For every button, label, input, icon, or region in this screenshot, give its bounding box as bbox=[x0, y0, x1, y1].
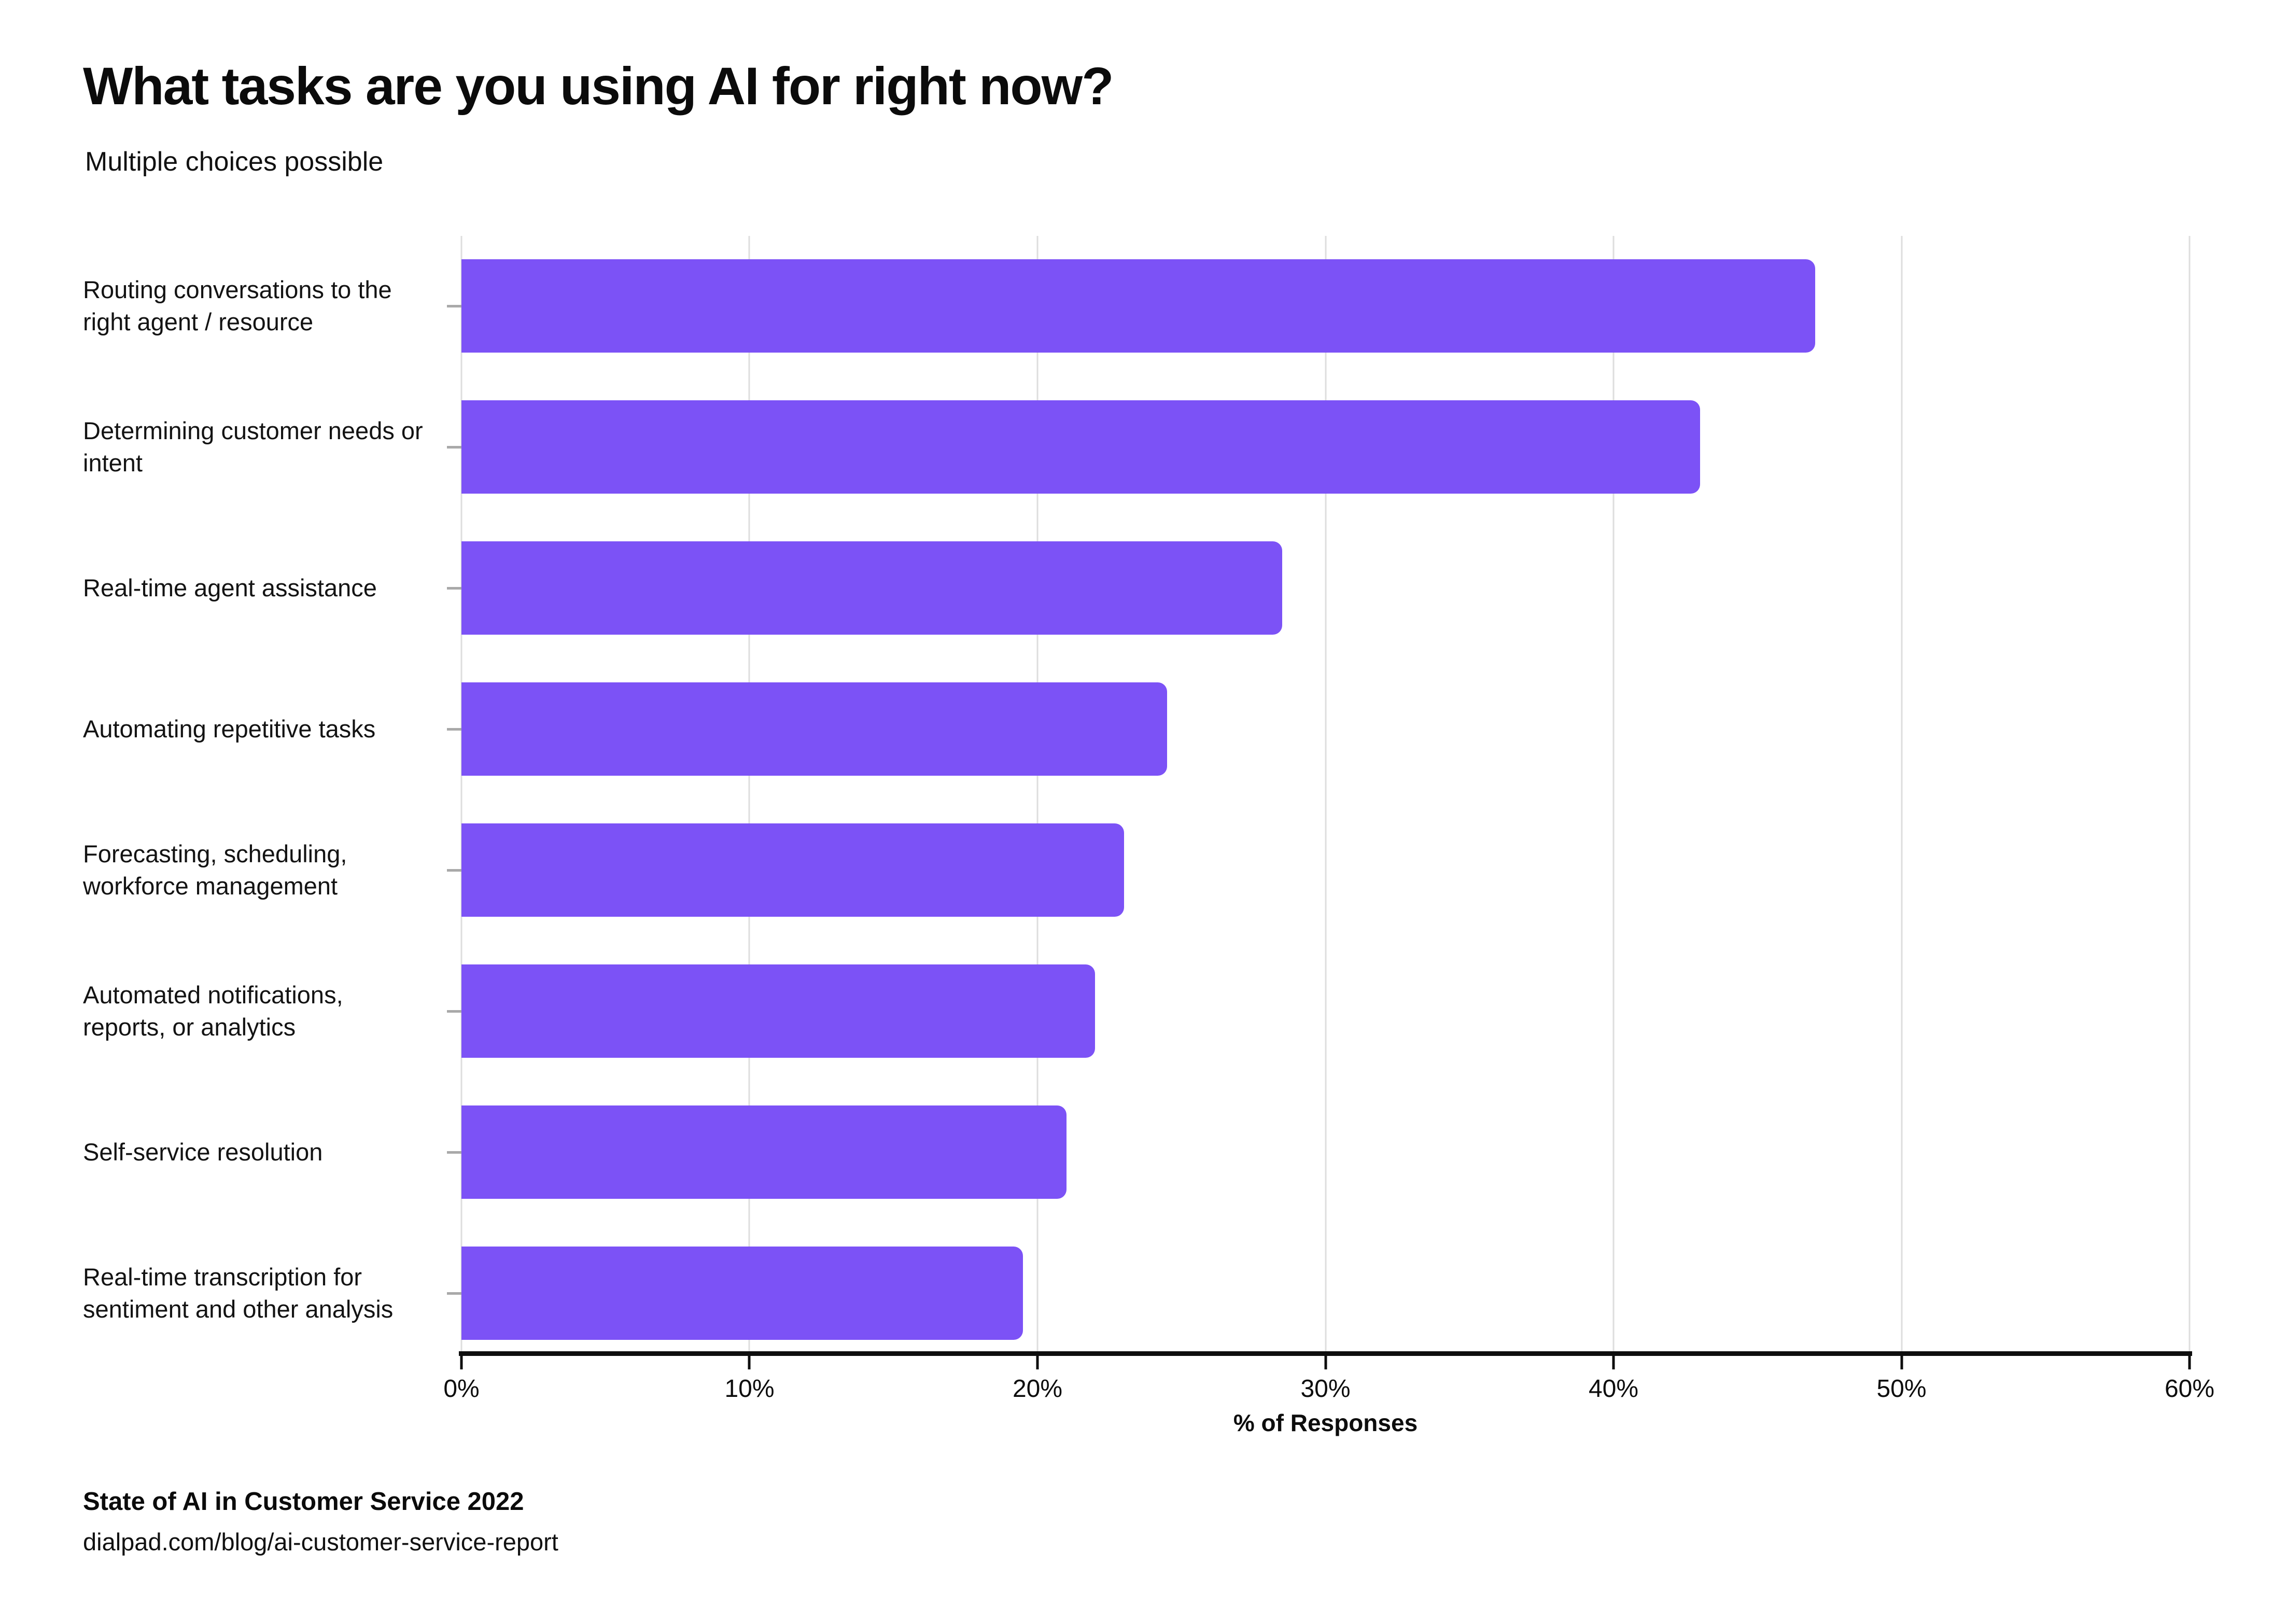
x-axis-tick bbox=[2188, 1356, 2191, 1369]
bar bbox=[461, 964, 1095, 1058]
x-axis-tick bbox=[1612, 1356, 1615, 1369]
y-axis-tick bbox=[447, 1292, 461, 1295]
category-label: Routing conversations to the right agent… bbox=[83, 275, 392, 335]
x-axis-line bbox=[459, 1351, 2192, 1356]
source-title: State of AI in Customer Service 2022 bbox=[83, 1488, 524, 1516]
category-label: Determining customer needs or intent bbox=[83, 416, 423, 477]
y-axis-tick bbox=[447, 869, 461, 872]
x-axis-tick bbox=[460, 1356, 463, 1369]
bar bbox=[461, 823, 1124, 917]
x-axis-tick bbox=[1036, 1356, 1039, 1369]
y-axis-tick bbox=[447, 1010, 461, 1013]
chart-subtitle: Multiple choices possible bbox=[85, 147, 384, 177]
grid-line bbox=[460, 236, 462, 1351]
x-tick-label: 40% bbox=[1588, 1375, 1639, 1403]
category-label: Real-time agent assistance bbox=[83, 573, 377, 601]
grid-line bbox=[1036, 236, 1039, 1351]
plot-area: % of Responses 0% 10% 20% 30% 40% 50% 60% Routi… bbox=[83, 236, 2214, 1436]
bar bbox=[461, 1105, 1067, 1199]
bar bbox=[461, 682, 1167, 776]
bar bbox=[461, 400, 1700, 494]
x-axis-tick bbox=[1900, 1356, 1903, 1369]
category-label: Self-service resolution bbox=[83, 1138, 323, 1166]
source-url: dialpad.com/blog/ai-customer-service-rep… bbox=[83, 1528, 558, 1556]
x-tick-label: 10% bbox=[724, 1375, 775, 1403]
bar bbox=[461, 541, 1282, 635]
bar bbox=[461, 259, 1815, 353]
x-axis-tick bbox=[748, 1356, 751, 1369]
grid-line bbox=[1901, 236, 1902, 1351]
x-axis-tick bbox=[1324, 1356, 1327, 1369]
x-tick-label: 30% bbox=[1300, 1375, 1351, 1403]
y-axis-tick bbox=[447, 728, 461, 731]
category-label: Real-time transcription for sentiment an… bbox=[83, 1263, 394, 1323]
x-tick-label: 20% bbox=[1012, 1375, 1063, 1403]
x-tick-label: 60% bbox=[2164, 1375, 2215, 1403]
grid-line bbox=[1325, 236, 1326, 1351]
y-axis-tick bbox=[447, 446, 461, 449]
x-tick-label: 0% bbox=[443, 1375, 480, 1403]
y-axis-tick bbox=[447, 587, 461, 590]
chart-title: What tasks are you using AI for right no… bbox=[83, 57, 1114, 116]
x-axis-title: % of Responses bbox=[1233, 1409, 1418, 1436]
y-axis-tick bbox=[447, 1151, 461, 1154]
category-label: Automating repetitive tasks bbox=[83, 715, 376, 743]
category-label: Forecasting, scheduling, workforce manag… bbox=[83, 839, 347, 900]
bar bbox=[461, 1247, 1023, 1340]
x-tick-label: 50% bbox=[1876, 1375, 1927, 1403]
category-label: Automated notifications, reports, or ana… bbox=[83, 981, 343, 1041]
grid-line bbox=[2188, 236, 2191, 1351]
y-axis-tick bbox=[447, 305, 461, 307]
grid-line bbox=[1612, 236, 1615, 1351]
grid-line bbox=[748, 236, 750, 1351]
